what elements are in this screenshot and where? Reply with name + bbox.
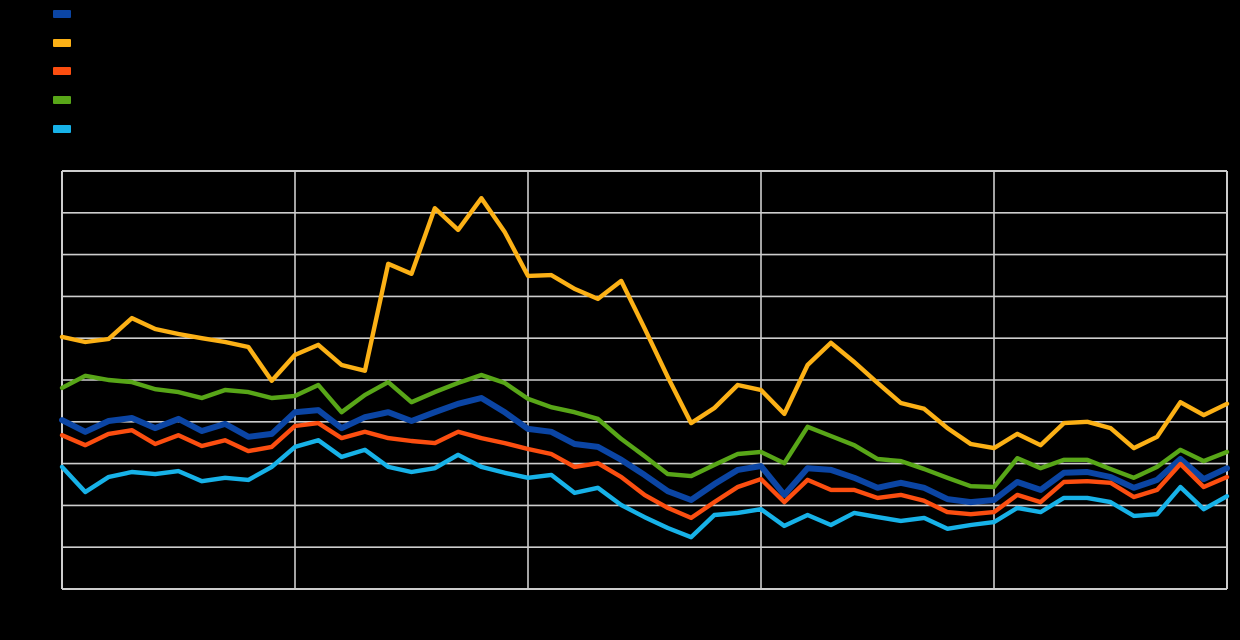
series-line-cyan — [59, 438, 1230, 540]
legend-item-yellow — [53, 38, 78, 48]
legend-swatch-blue — [53, 10, 71, 18]
legend-item-blue — [53, 9, 78, 19]
legend-swatch-cyan — [53, 124, 71, 133]
series-line-green — [59, 372, 1230, 490]
legend-item-green — [53, 95, 78, 105]
series-line-blue — [59, 395, 1230, 506]
legend-item-cyan — [53, 124, 78, 134]
legend-swatch-orange — [53, 67, 71, 76]
series-line-orange — [59, 420, 1230, 521]
legend-swatch-yellow — [53, 38, 71, 47]
legend-swatch-green — [53, 96, 71, 105]
legend-item-orange — [53, 66, 78, 76]
series-line-yellow — [59, 195, 1230, 451]
